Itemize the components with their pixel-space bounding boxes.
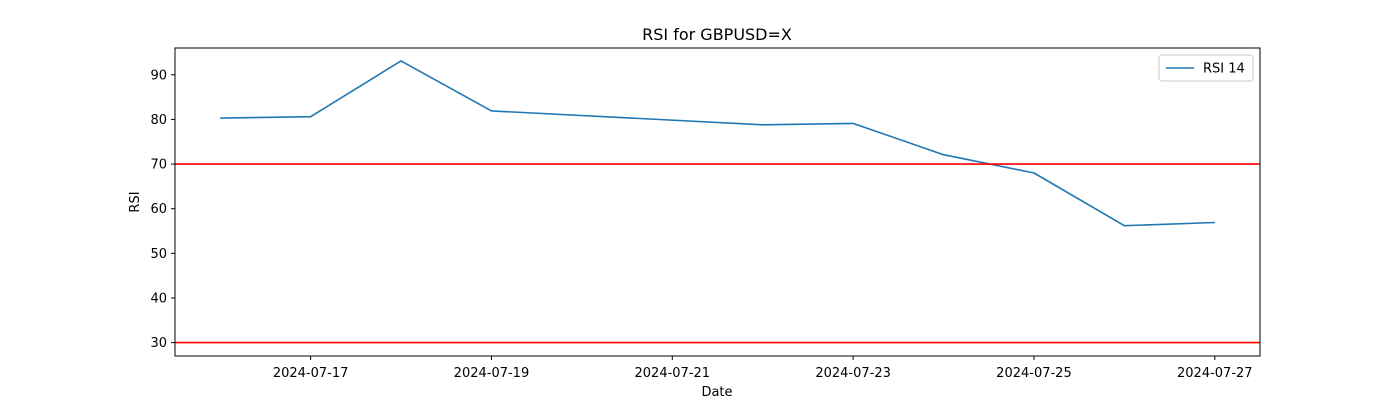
y-axis-label: RSI xyxy=(128,191,143,212)
x-tick-label: 2024-07-17 xyxy=(273,366,349,381)
legend-label-rsi-14: RSI 14 xyxy=(1203,62,1245,77)
y-tick-label: 30 xyxy=(150,336,167,351)
series-line-rsi-14 xyxy=(220,60,1215,227)
x-tick-label: 2024-07-27 xyxy=(1177,366,1253,381)
y-tick-label: 70 xyxy=(150,158,167,173)
x-tick-label: 2024-07-21 xyxy=(635,366,711,381)
y-tick-label: 90 xyxy=(150,68,167,83)
plot-frame xyxy=(174,47,1261,357)
plot-area: 30 40 50 60 70 80 90 2024-07-17 2024-07-19 2024-0… xyxy=(150,47,1261,381)
chart-title: RSI for GBPUSD=X xyxy=(642,25,792,44)
legend-box xyxy=(1158,54,1254,82)
y-tick-label: 50 xyxy=(150,247,167,262)
x-tick-label: 2024-07-19 xyxy=(454,366,530,381)
x-tick-label: 2024-07-25 xyxy=(996,366,1072,381)
x-axis-label: Date xyxy=(701,385,732,400)
legend: RSI 14 xyxy=(1158,54,1254,82)
y-tick-label: 60 xyxy=(150,202,167,217)
y-tick-label: 40 xyxy=(150,291,167,306)
y-tick-label: 80 xyxy=(150,113,167,128)
x-tick-label: 2024-07-23 xyxy=(815,366,891,381)
